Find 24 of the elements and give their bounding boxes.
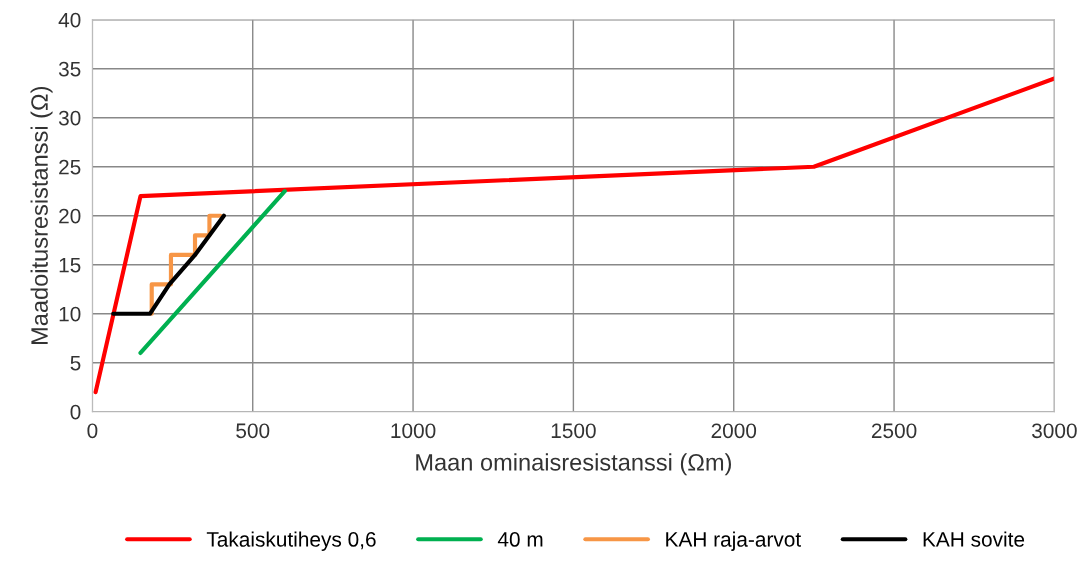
y-tick-label: 35 (58, 61, 81, 77)
x-tick-label: 500 (236, 423, 270, 439)
y-axis-title: Maadoitusresistanssi (Ω) (30, 86, 53, 344)
y-tick-label: 25 (59, 159, 81, 175)
y-tick-label: 5 (70, 355, 81, 371)
x-tick-label: 0 (87, 423, 98, 439)
legend-label: 40 m (497, 532, 543, 547)
y-tick-label: 15 (59, 257, 81, 273)
x-tick-label: 1000 (391, 423, 436, 439)
y-tick-label: 0 (70, 404, 81, 420)
y-tick-label: 20 (59, 208, 81, 224)
legend-label: Takaiskutiheys 0,6 (206, 531, 376, 551)
x-tick-label: 2000 (711, 423, 757, 439)
line-series (93, 76, 1055, 395)
x-tick-label: 3000 (1032, 423, 1077, 439)
legend-label: KAH raja-arvot (666, 531, 801, 551)
y-tick-label: 10 (59, 306, 81, 322)
x-tick-label: 1500 (551, 423, 596, 439)
y-tick-label: 40 (58, 12, 81, 28)
x-axis-title: Maan ominaisresistanssi (Ωm) (416, 453, 731, 476)
line-series (111, 213, 226, 316)
legend-label: KAH sovite (923, 531, 1025, 547)
y-tick-label: 30 (58, 110, 81, 126)
x-tick-label: 2500 (871, 423, 917, 439)
